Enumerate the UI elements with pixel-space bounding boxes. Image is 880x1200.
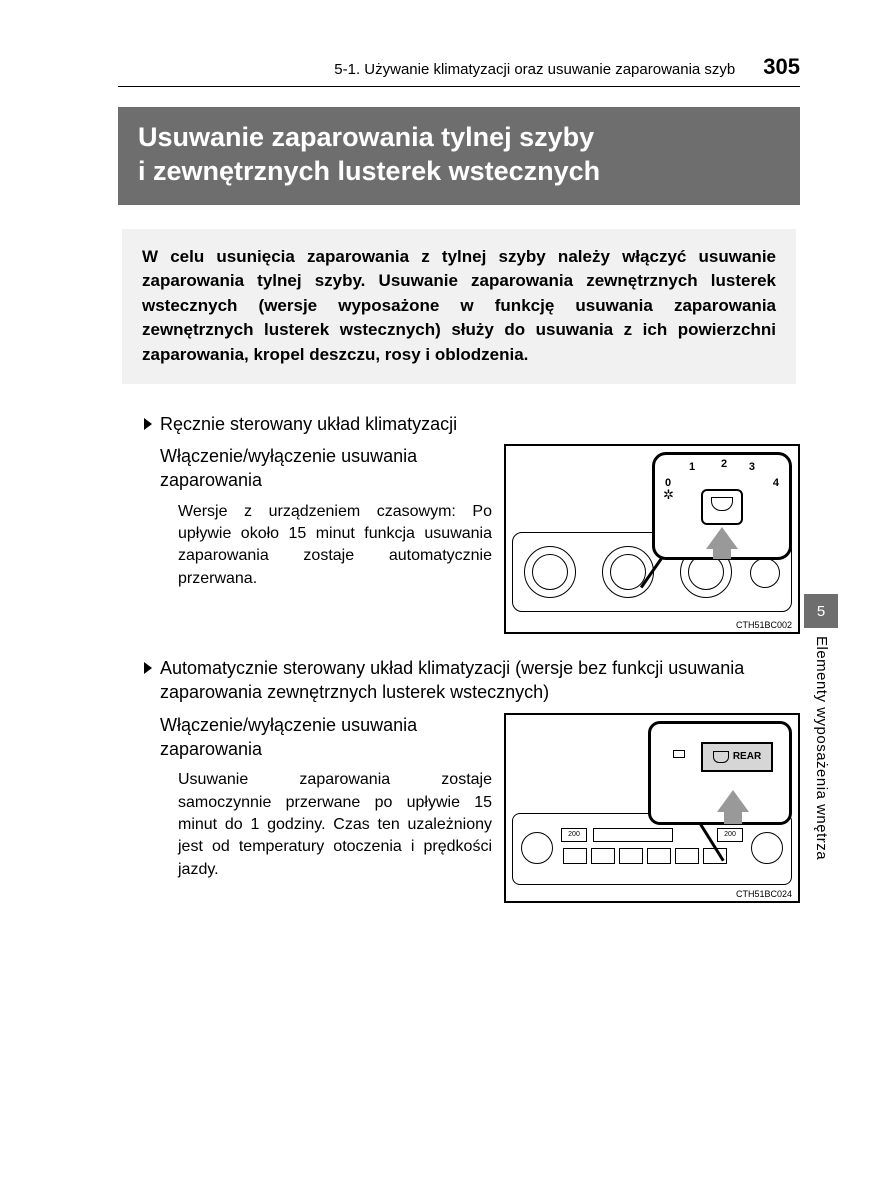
intro-text: W celu usunięcia zaparowania z tylnej sz… (122, 229, 796, 384)
mini-button (619, 848, 643, 864)
arrow-up-icon (706, 527, 738, 549)
defog-icon (711, 497, 733, 511)
display-right: 200 (717, 828, 743, 842)
ac-button (750, 558, 780, 588)
bullet-icon (144, 418, 152, 430)
led-indicator (673, 750, 685, 758)
mini-button (591, 848, 615, 864)
figure-manual: 0 1 2 3 4 ✲ CTH51BC002 (504, 444, 800, 634)
callout-zoom: REAR (648, 721, 792, 825)
page-title: Usuwanie zaparowania tylnej szyby i zewn… (118, 107, 800, 205)
rear-label: REAR (733, 751, 761, 762)
chapter-tab: 5 (804, 594, 838, 628)
callout-zoom: 0 1 2 3 4 ✲ (652, 452, 792, 560)
figure-code: CTH51BC024 (734, 889, 794, 899)
dial-num-4: 4 (773, 477, 779, 489)
body-text: Usuwanie zaparowania zostaje samoczynnie… (160, 769, 492, 881)
figure-code: CTH51BC002 (734, 620, 794, 630)
dial-num-2: 2 (721, 458, 727, 470)
dial-num-1: 1 (689, 461, 695, 473)
knob-right (751, 832, 783, 864)
dial-num-3: 3 (749, 461, 755, 473)
title-line-2: i zewnętrznych lusterek wstecznych (138, 155, 780, 189)
arrow-up-icon (717, 790, 749, 812)
defog-icon (713, 751, 729, 763)
section-heading: Ręcznie sterowany układ klimatyzacji (160, 412, 457, 436)
mini-button (647, 848, 671, 864)
section-manual-ac: Ręcznie sterowany układ klimatyzacji Włą… (144, 412, 800, 634)
dial-left (524, 546, 576, 598)
dial-center (602, 546, 654, 598)
section-auto-ac: Automatycznie sterowany układ klimatyzac… (144, 656, 800, 903)
chapter-label: Elementy wyposażenia wnętrza (813, 636, 830, 860)
bullet-icon (144, 662, 152, 674)
body-text: Wersje z urządzeniem czasowym: Po upływi… (160, 501, 492, 591)
defog-button (701, 489, 743, 525)
page-header: 5-1. Używanie klimatyzacji oraz usuwanie… (118, 54, 800, 87)
knob-left (521, 832, 553, 864)
page-number: 305 (763, 54, 800, 80)
display-left: 200 (561, 828, 587, 842)
mini-button (675, 848, 699, 864)
section-label: 5-1. Używanie klimatyzacji oraz usuwanie… (334, 61, 735, 78)
figure-auto: 200 200 R (504, 713, 800, 903)
title-line-1: Usuwanie zaparowania tylnej szyby (138, 121, 780, 155)
section-heading: Automatycznie sterowany układ klimatyzac… (160, 656, 800, 705)
mini-button (563, 848, 587, 864)
fan-icon: ✲ (663, 487, 674, 503)
subheading: Włączenie/wyłączenie usuwania zaparowani… (160, 713, 492, 762)
rear-defog-button: REAR (701, 742, 773, 772)
display-center (593, 828, 673, 842)
subheading: Włączenie/wyłączenie usuwania zaparowani… (160, 444, 492, 493)
